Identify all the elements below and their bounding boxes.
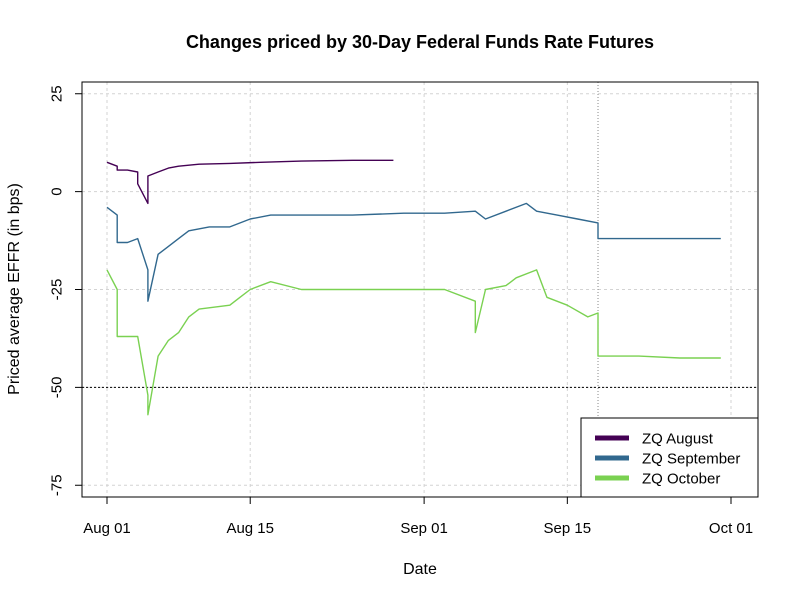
series-line-zq-september (106, 202, 721, 302)
x-axis: Aug 01 Aug 15 Sep 01 Sep 15 Oct 01 (83, 497, 753, 537)
legend-label: ZQ August (642, 430, 714, 447)
x-tick-label: Oct 01 (709, 520, 753, 537)
legend-label: ZQ October (642, 470, 720, 487)
y-tick-label: -75 (48, 474, 65, 496)
series-line-zq-august (106, 159, 394, 205)
y-axis: 25 0 -25 -50 -75 (48, 85, 82, 496)
y-tick-label: -50 (48, 377, 65, 399)
chart-title: Changes priced by 30-Day Federal Funds R… (186, 32, 654, 52)
y-axis-label: Priced average EFFR (in bps) (6, 183, 23, 395)
x-tick-label: Sep 15 (544, 520, 592, 537)
x-tick-label: Sep 01 (400, 520, 448, 537)
y-tick-label: 0 (48, 187, 65, 195)
y-tick-label: 25 (48, 85, 65, 102)
legend: ZQ August ZQ September ZQ October (580, 417, 759, 498)
x-tick-label: Aug 15 (226, 520, 274, 537)
x-tick-label: Aug 01 (83, 520, 131, 537)
series-line-zq-october (106, 269, 721, 416)
legend-label: ZQ September (642, 450, 740, 467)
series-layer (106, 159, 721, 416)
x-axis-label: Date (403, 561, 437, 578)
y-tick-label: -25 (48, 279, 65, 301)
